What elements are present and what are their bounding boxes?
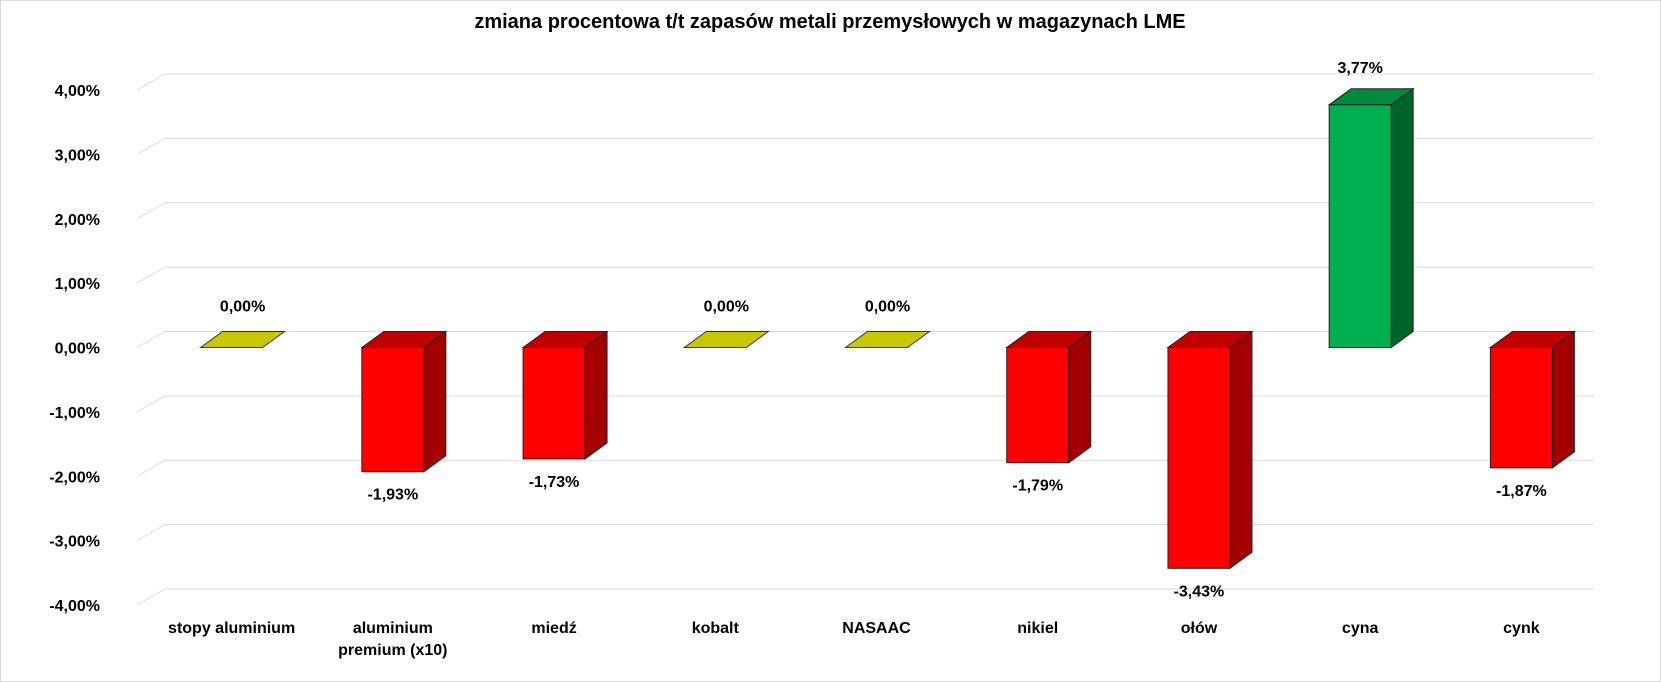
category-label: cynk <box>1503 620 1540 637</box>
gridline-wall <box>136 524 166 542</box>
data-label: 0,00% <box>220 299 265 316</box>
category-label: nikiel <box>1017 620 1058 637</box>
bar-0 <box>199 331 287 348</box>
data-label: 3,77% <box>1337 60 1382 77</box>
bar-8 <box>1488 330 1576 469</box>
category-label: aluminium <box>353 620 433 637</box>
gridline-wall <box>136 588 166 606</box>
bar-5 <box>1005 330 1093 464</box>
bar-side <box>1068 330 1092 464</box>
gridline-wall <box>136 202 166 220</box>
y-tick-label: -4,00% <box>49 598 100 615</box>
gridline-wall <box>136 331 166 348</box>
data-label: -1,79% <box>1012 478 1063 495</box>
y-tick-label: 1,00% <box>55 276 100 293</box>
bars <box>199 87 1576 570</box>
bar-front <box>1489 347 1553 469</box>
bar-front <box>522 347 586 460</box>
bar-4 <box>843 331 932 348</box>
y-tick-label: 0,00% <box>55 341 100 358</box>
data-label: -1,73% <box>529 474 580 491</box>
data-labels: 0,00% -1,93% -1,73% 0,00% 0,00% -1,79% -3,43% 3… <box>220 60 1547 601</box>
bar-3 <box>682 331 770 348</box>
bar-side <box>1551 330 1575 469</box>
category-label: ołów <box>1181 620 1218 637</box>
data-label: -1,93% <box>367 487 418 504</box>
bar-top <box>682 331 770 348</box>
bar-front <box>361 347 425 473</box>
category-label: premium (x10) <box>338 642 447 659</box>
category-labels: stopy aluminium aluminium premium (x10) mie… <box>168 620 1540 659</box>
bar-front <box>1006 347 1070 464</box>
data-label: -1,87% <box>1496 483 1547 500</box>
y-axis-ticks: 4,00% 3,00% 2,00% 1,00% 0,00% -1,00% -2,00% -3,… <box>49 83 100 615</box>
bar-side <box>584 330 608 460</box>
gridline-wall <box>136 137 166 155</box>
bar-top <box>199 331 287 348</box>
y-tick-label: -2,00% <box>49 469 100 486</box>
bar-side <box>423 330 447 473</box>
y-tick-label: 2,00% <box>55 212 100 229</box>
bar-6 <box>1166 330 1254 570</box>
gridline-wall <box>136 73 166 91</box>
bar-front <box>1328 104 1392 349</box>
data-label: 0,00% <box>704 299 749 316</box>
category-label: stopy aluminium <box>168 620 295 637</box>
category-label: NASAAC <box>842 620 911 637</box>
category-label: kobalt <box>692 620 740 637</box>
category-label: cyna <box>1342 620 1379 637</box>
chart-title: zmiana procentowa t/t zapasów metali prz… <box>474 11 1185 33</box>
bar-2 <box>521 330 609 460</box>
y-tick-label: -1,00% <box>49 405 100 422</box>
bar-1 <box>360 330 448 473</box>
gridline-wall <box>136 266 166 284</box>
bar-7 <box>1327 87 1415 349</box>
category-label: miedź <box>531 620 576 637</box>
y-tick-label: -3,00% <box>49 534 100 551</box>
data-label: -3,43% <box>1174 583 1225 600</box>
data-label: 0,00% <box>865 299 910 316</box>
gridline-wall <box>136 459 166 477</box>
bar-front <box>1167 347 1231 569</box>
y-tick-label: 4,00% <box>55 83 100 100</box>
gridline-wall <box>136 395 166 413</box>
y-tick-label: 3,00% <box>55 147 100 164</box>
bar-side <box>1390 87 1414 349</box>
bar-side <box>1229 330 1253 570</box>
bar-top <box>843 331 932 348</box>
